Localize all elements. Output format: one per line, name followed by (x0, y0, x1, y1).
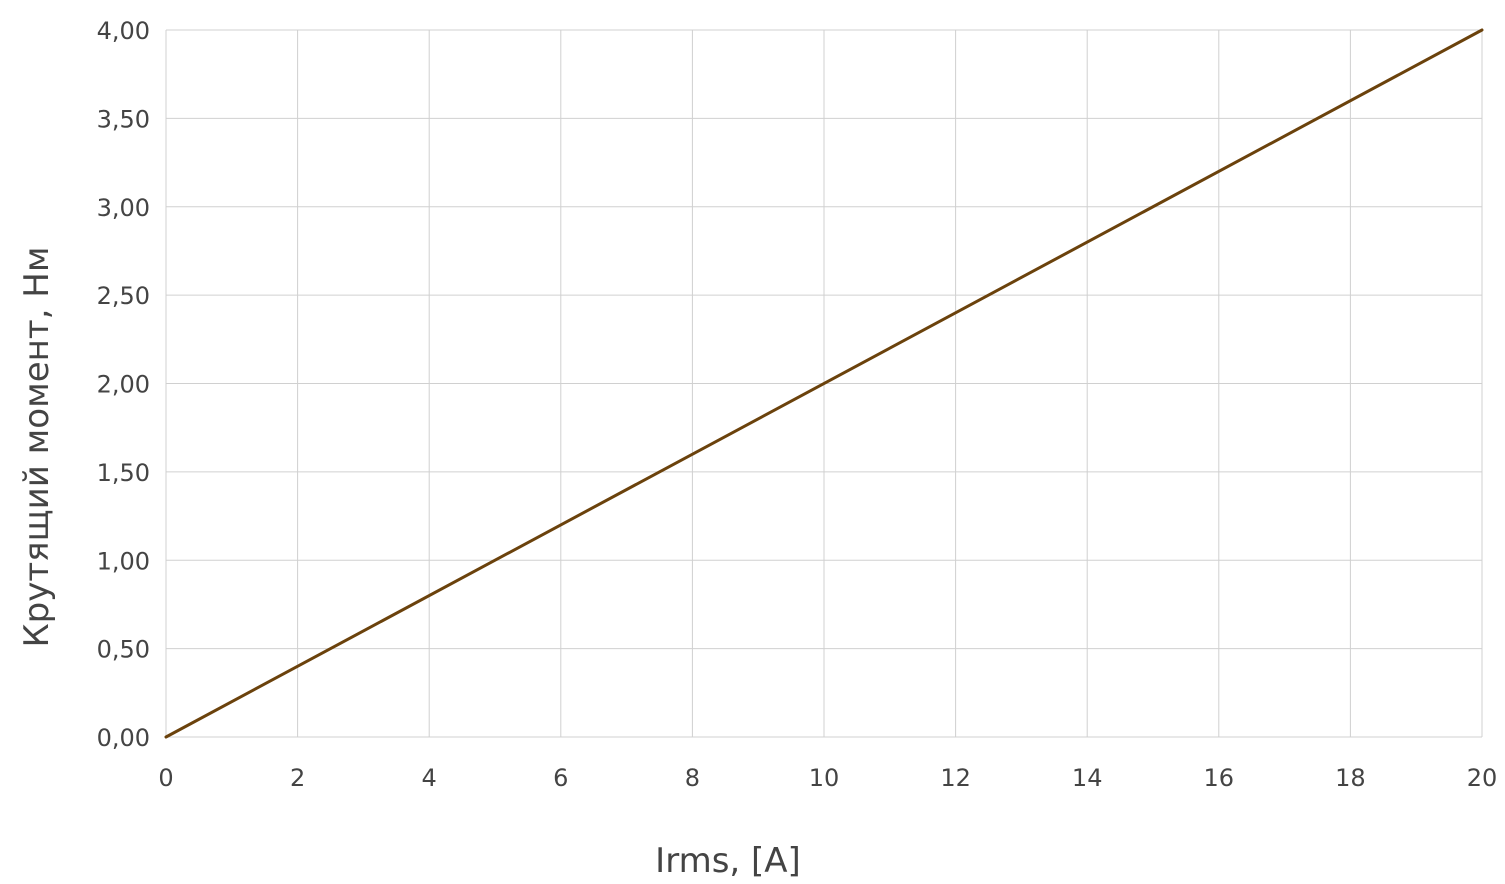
x-tick-label: 16 (1204, 764, 1235, 792)
series-line-0 (164, 28, 1484, 739)
y-tick-label: 0,00 (97, 724, 150, 752)
grid-lines (165, 29, 1483, 738)
y-tick-label: 2,50 (97, 282, 150, 310)
x-tick-label: 2 (290, 764, 305, 792)
y-axis-ticks: 0,00 0,50 1,00 1,50 2,00 2,50 3,00 3,50 4,00 (97, 17, 150, 752)
x-tick-label: 20 (1467, 764, 1498, 792)
x-axis-title: Irms, [A] (655, 841, 801, 881)
y-tick-label: 3,50 (97, 105, 150, 133)
y-tick-label: 3,00 (97, 194, 150, 222)
series-layer (164, 28, 1484, 739)
y-axis-title: Крутящий момент, Нм (17, 246, 57, 647)
x-tick-label: 10 (809, 764, 840, 792)
x-tick-label: 6 (553, 764, 568, 792)
x-tick-label: 8 (685, 764, 700, 792)
x-tick-label: 18 (1335, 764, 1366, 792)
y-tick-label: 1,00 (97, 547, 150, 575)
x-tick-label: 4 (422, 764, 437, 792)
x-tick-label: 0 (158, 764, 173, 792)
y-tick-label: 2,00 (97, 371, 150, 399)
x-tick-label: 14 (1072, 764, 1103, 792)
y-tick-label: 4,00 (97, 17, 150, 45)
y-tick-label: 1,50 (97, 459, 150, 487)
x-axis-ticks: 0 2 4 6 8 10 12 14 16 18 20 (158, 764, 1497, 792)
y-tick-label: 0,50 (97, 636, 150, 664)
x-tick-label: 12 (940, 764, 971, 792)
